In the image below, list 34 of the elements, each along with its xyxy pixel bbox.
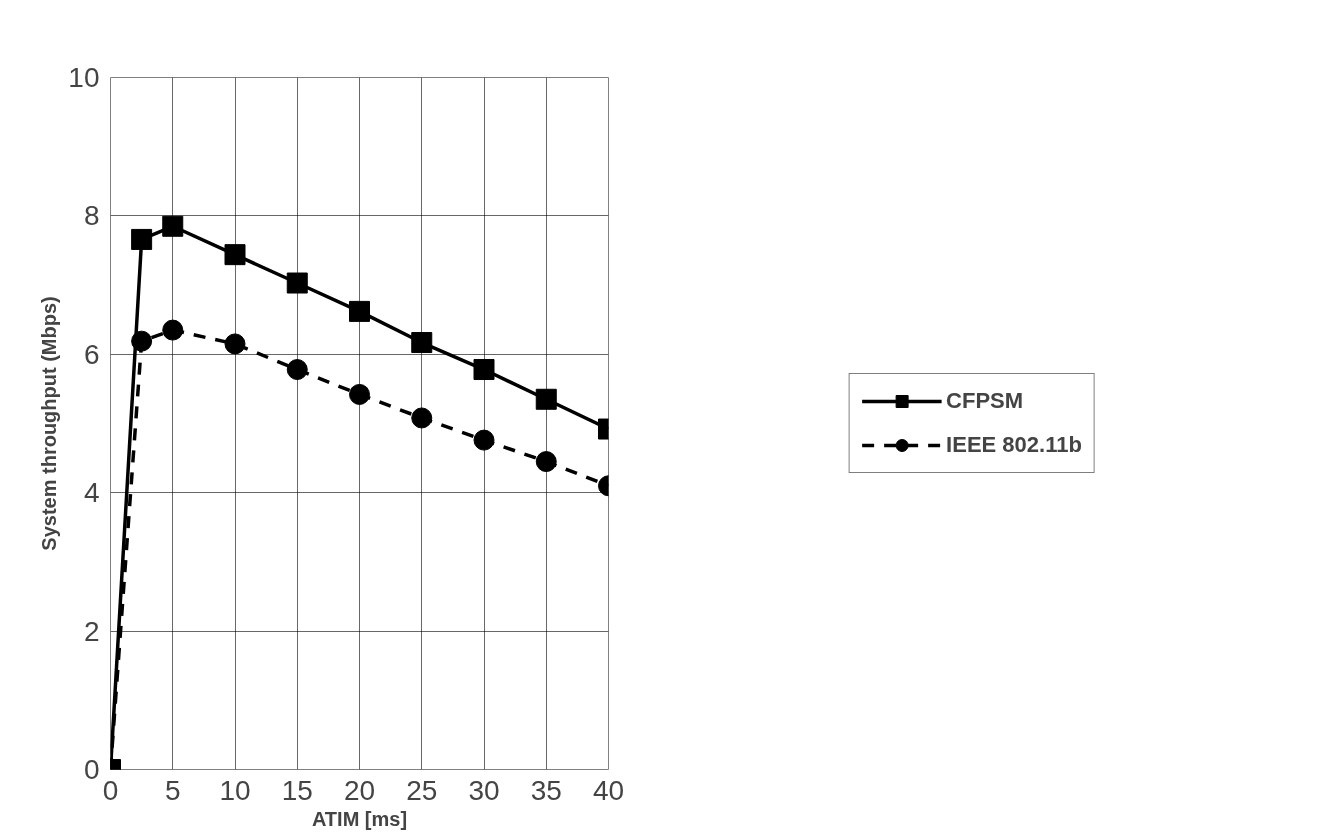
y-tick-label: 8 — [83, 200, 100, 232]
y-tick-label: 4 — [83, 477, 100, 509]
point — [224, 244, 246, 266]
point — [349, 383, 370, 405]
x-tick-label: 10 — [219, 774, 251, 806]
x-axis-title: ATIM [ms] — [311, 807, 408, 830]
point — [411, 332, 433, 354]
x-tick-label: 40 — [592, 774, 625, 806]
point — [286, 359, 308, 380]
point — [411, 407, 433, 429]
point — [224, 333, 246, 355]
point — [535, 388, 557, 410]
y-tick-label: 2 — [83, 615, 100, 647]
x-tick-label: 20 — [343, 774, 376, 806]
point — [535, 451, 557, 473]
x-tick-label: 25 — [406, 774, 438, 806]
point — [131, 228, 153, 250]
point — [473, 359, 495, 381]
x-tick-label: 30 — [468, 774, 500, 806]
y-tick-label: 0 — [83, 754, 100, 785]
x-tick-label: 35 — [530, 774, 562, 806]
y-tick-label: 10 — [68, 62, 100, 93]
point — [473, 429, 495, 451]
point — [162, 319, 184, 341]
x-tick-label: 5 — [164, 774, 181, 806]
point — [286, 272, 308, 294]
y-axis-title: System throughput (Mbps) — [38, 296, 61, 551]
legend-label: IEEE 802.11b — [946, 432, 1082, 458]
y-tick-label: 6 — [83, 338, 100, 370]
legend-label: CFPSM — [946, 388, 1024, 414]
point — [349, 300, 370, 322]
point — [131, 330, 153, 352]
x-tick-label: 15 — [281, 774, 313, 806]
point — [162, 215, 184, 237]
